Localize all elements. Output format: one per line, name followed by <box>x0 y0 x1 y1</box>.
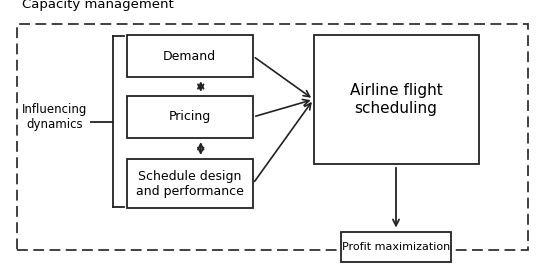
Text: Profit maximization: Profit maximization <box>342 242 450 252</box>
Text: Influencing
dynamics: Influencing dynamics <box>23 103 87 131</box>
Text: Capacity management: Capacity management <box>22 0 174 11</box>
Bar <box>16 24 528 250</box>
Text: Demand: Demand <box>163 50 216 63</box>
Bar <box>341 232 451 262</box>
Bar <box>126 35 253 77</box>
Text: Airline flight
scheduling: Airline flight scheduling <box>350 83 442 116</box>
Text: Pricing: Pricing <box>169 111 211 123</box>
Text: Schedule design
and performance: Schedule design and performance <box>136 170 244 198</box>
Bar <box>126 159 253 208</box>
Bar <box>314 35 478 164</box>
Bar <box>126 96 253 138</box>
